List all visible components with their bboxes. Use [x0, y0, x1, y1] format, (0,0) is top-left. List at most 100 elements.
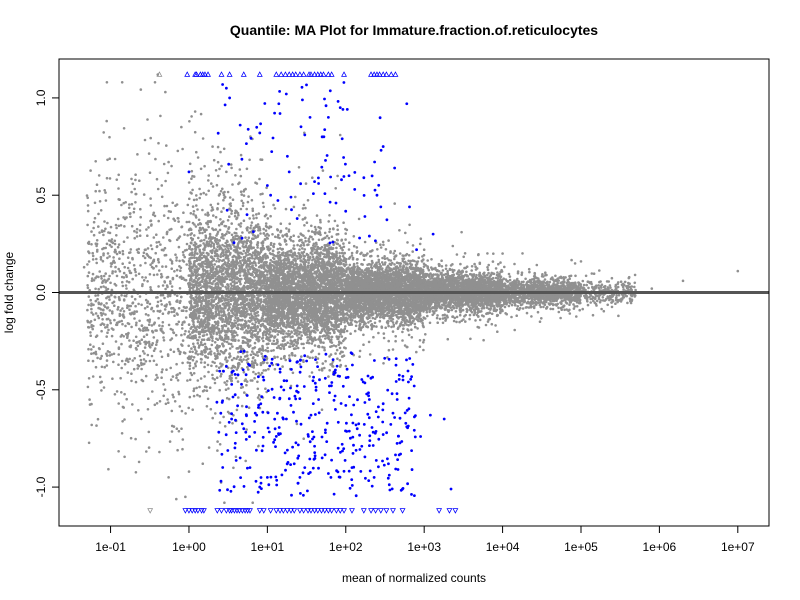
- nonsig-point: [104, 313, 107, 316]
- nonsig-point: [239, 207, 243, 211]
- nonsig-point: [105, 296, 108, 300]
- nonsig-point: [245, 321, 248, 325]
- nonsig-point: [162, 336, 165, 339]
- nonsig-point: [91, 313, 95, 316]
- nonsig-point: [256, 332, 259, 336]
- nonsig-point: [217, 283, 220, 286]
- nonsig-point: [108, 135, 111, 139]
- nonsig-point: [128, 203, 131, 206]
- nonsig-point: [302, 437, 306, 441]
- nonsig-point: [211, 276, 214, 280]
- nonsig-point: [242, 323, 246, 326]
- nonsig-point: [256, 314, 260, 317]
- nonsig-point: [92, 279, 96, 282]
- nonsig-point: [107, 467, 110, 471]
- nonsig-point: [292, 244, 296, 247]
- nonsig-point: [200, 330, 204, 333]
- nonsig-point: [180, 309, 184, 313]
- nonsig-point: [218, 313, 221, 317]
- nonsig-point: [116, 217, 120, 221]
- nonsig-point: [119, 224, 123, 227]
- nonsig-point: [188, 350, 192, 354]
- nonsig-point: [222, 272, 225, 276]
- nonsig-point: [246, 268, 250, 272]
- nonsig-point: [196, 307, 199, 311]
- nonsig-point: [221, 259, 224, 263]
- nonsig-point: [335, 348, 339, 352]
- nonsig-point: [196, 393, 199, 397]
- nonsig-point: [330, 235, 334, 238]
- nonsig-point: [108, 157, 111, 160]
- nonsig-point: [243, 268, 246, 271]
- nonsig-point: [91, 375, 95, 378]
- nonsig-point: [210, 255, 213, 258]
- nonsig-point: [255, 254, 258, 257]
- nonsig-point: [195, 298, 198, 301]
- nonsig-point: [261, 333, 265, 337]
- nonsig-point: [224, 388, 228, 392]
- nonsig-point: [146, 353, 150, 357]
- nonsig-point: [183, 306, 187, 309]
- nonsig-point: [108, 309, 112, 312]
- nonsig-point: [223, 224, 226, 228]
- nonsig-point: [122, 216, 125, 219]
- nonsig-point: [190, 253, 194, 257]
- nonsig-point: [223, 312, 226, 316]
- nonsig-point: [242, 358, 245, 361]
- nonsig-point: [246, 200, 250, 204]
- nonsig-point: [96, 297, 99, 301]
- nonsig-point: [118, 270, 122, 273]
- nonsig-point: [135, 227, 139, 231]
- nonsig-point: [196, 273, 200, 276]
- nonsig-point: [265, 273, 269, 276]
- nonsig-point: [237, 307, 241, 310]
- nonsig-point: [265, 186, 268, 190]
- nonsig-point: [226, 308, 230, 312]
- nonsig-point: [192, 356, 196, 359]
- nonsig-point: [246, 344, 250, 347]
- nonsig-point: [115, 323, 119, 327]
- nonsig-point: [114, 223, 118, 227]
- nonsig-point: [335, 246, 338, 250]
- nonsig-point: [209, 407, 213, 411]
- nonsig-point: [225, 340, 229, 344]
- nonsig-point: [137, 302, 140, 306]
- nonsig-point: [118, 312, 122, 316]
- nonsig-point: [214, 282, 218, 286]
- nonsig-point: [117, 305, 120, 309]
- nonsig-point: [176, 379, 180, 382]
- nonsig-point: [123, 362, 127, 366]
- nonsig-point: [167, 310, 171, 314]
- nonsig-point: [253, 303, 257, 307]
- nonsig-point: [219, 189, 223, 193]
- nonsig-point: [122, 298, 126, 301]
- nonsig-point: [251, 322, 254, 326]
- nonsig-point: [236, 347, 239, 350]
- nonsig-point: [249, 226, 252, 230]
- nonsig-point: [210, 206, 214, 209]
- nonsig-point: [199, 167, 203, 171]
- nonsig-point: [165, 368, 168, 372]
- nonsig-point: [241, 339, 245, 343]
- nonsig-point: [260, 260, 263, 264]
- nonsig-point: [172, 331, 176, 335]
- nonsig-point: [145, 326, 149, 330]
- nonsig-point: [252, 300, 256, 304]
- nonsig-point: [134, 380, 138, 384]
- nonsig-point: [134, 335, 138, 339]
- nonsig-point: [230, 212, 233, 215]
- nonsig-point: [238, 280, 242, 284]
- nonsig-point: [97, 302, 101, 306]
- nonsig-point: [203, 330, 207, 333]
- nonsig-point: [89, 343, 92, 347]
- nonsig-point: [163, 254, 167, 257]
- nonsig-point: [263, 278, 267, 281]
- nonsig-point: [236, 323, 240, 327]
- nonsig-point: [214, 297, 218, 301]
- nonsig-point: [136, 363, 140, 367]
- nonsig-point: [245, 297, 249, 301]
- nonsig-point: [214, 249, 217, 253]
- nonsig-point: [258, 281, 262, 285]
- nonsig-point: [101, 342, 105, 346]
- nonsig-point: [86, 385, 90, 389]
